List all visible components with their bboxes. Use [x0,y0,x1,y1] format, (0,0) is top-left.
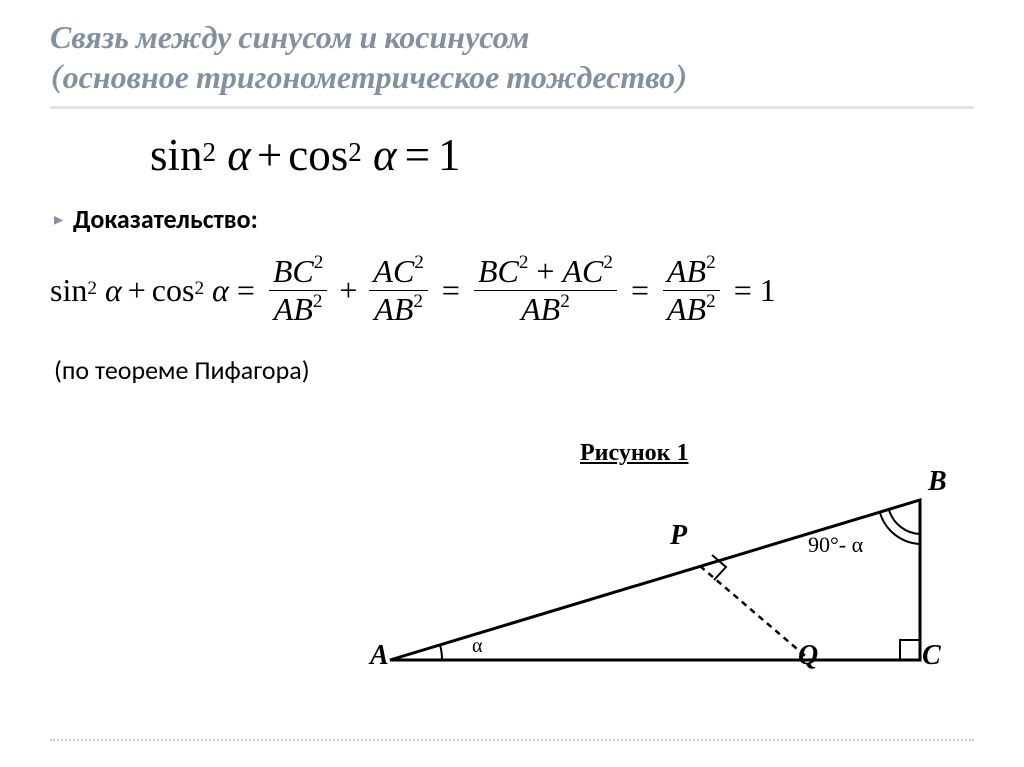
figure-area: Рисунок 1 A B C P Q α 90°- α [370,440,970,720]
f4-num-exp: 2 [706,252,716,273]
title-line-2: (основное тригонометрическое тождество) [50,59,688,96]
p-eq-4: = [734,272,752,309]
plus-1: + [257,129,282,181]
triangle-outline [390,500,920,660]
p-alpha-2: α [212,272,229,309]
vertex-p: P [670,520,687,552]
f4-den-ab: AB [667,291,706,327]
f4-den-exp: 2 [706,291,716,312]
angle-arc-a [440,645,442,660]
pythagoras-note: (по теореме Пифагора) [54,354,974,386]
f4-num-ab: AB [667,253,706,289]
frac-1: BC2 AB2 [269,253,327,328]
alpha-1: α [227,129,251,181]
right-angle-c [900,640,920,660]
f3-num-ac: AC [562,253,603,289]
f2-num-ac: AC [373,253,414,289]
frac-2: AC2 AB2 [369,253,427,328]
f2-den-ab: AB [374,291,413,327]
slide-title: Связь между синусом и косинусом (основно… [50,18,974,98]
altitude-pq [700,566,810,660]
one-1: 1 [438,129,461,181]
p-sin: sin [50,272,87,309]
title-divider [50,106,974,109]
equals-1: = [405,129,430,181]
f1-num-exp: 2 [314,252,324,273]
frac-4: AB2 AB2 [663,253,720,328]
p-one: 1 [760,272,776,309]
p-plus-1: + [128,272,146,309]
alpha-2: α [373,129,397,181]
p-sin-exp: 2 [87,278,97,300]
sin-exp: 2 [203,137,217,168]
f1-den-ab: AB [274,291,313,327]
f3-den-exp: 2 [560,291,570,312]
angle-arc-b2 [880,513,920,544]
cos-text: cos [288,129,348,181]
p-cos: cos [152,272,195,309]
f3-num-plus: + [536,253,554,289]
p-alpha-1: α [105,272,122,309]
vertex-b: B [928,466,947,498]
f2-num-exp: 2 [414,252,424,273]
angle-arc-b1 [889,510,920,534]
p-eq-2: = [442,272,460,309]
triangle-diagram [370,470,950,700]
p-eq-3: = [631,272,649,309]
f3-num-ac-exp: 2 [603,252,613,273]
f3-num-bc: BC [478,253,519,289]
p-plus-2: + [339,272,357,309]
angle-compl-label: 90°- α [808,532,863,558]
f3-den-ab: AB [521,291,560,327]
vertex-q: Q [798,640,818,672]
proof-heading: Доказательство: [73,203,258,235]
bullet-icon: ▸ [54,209,63,230]
f1-den-exp: 2 [313,291,323,312]
f1-num-bc: BC [273,253,314,289]
f2-den-exp: 2 [413,291,423,312]
p-eq-1: = [237,272,255,309]
p-cos-exp: 2 [194,278,204,300]
cos-exp: 2 [348,137,362,168]
vertex-a: A [370,640,389,672]
title-line-1: Связь между синусом и косинусом [50,19,529,56]
angle-alpha-label: α [472,635,482,658]
footer-divider [50,739,974,741]
frac-3: BC2 + AC2 AB2 [474,253,617,328]
f3-num-bc-exp: 2 [519,252,529,273]
proof-formula: sin2 α + cos2 α = BC2 AB2 + AC2 AB2 = BC… [50,253,974,328]
main-identity-formula: sin2 α + cos2 α = 1 [150,129,974,181]
proof-heading-row: ▸ Доказательство: [54,203,974,235]
vertex-c: C [922,640,941,672]
figure-label: Рисунок 1 [580,440,688,467]
sin-text: sin [150,129,203,181]
